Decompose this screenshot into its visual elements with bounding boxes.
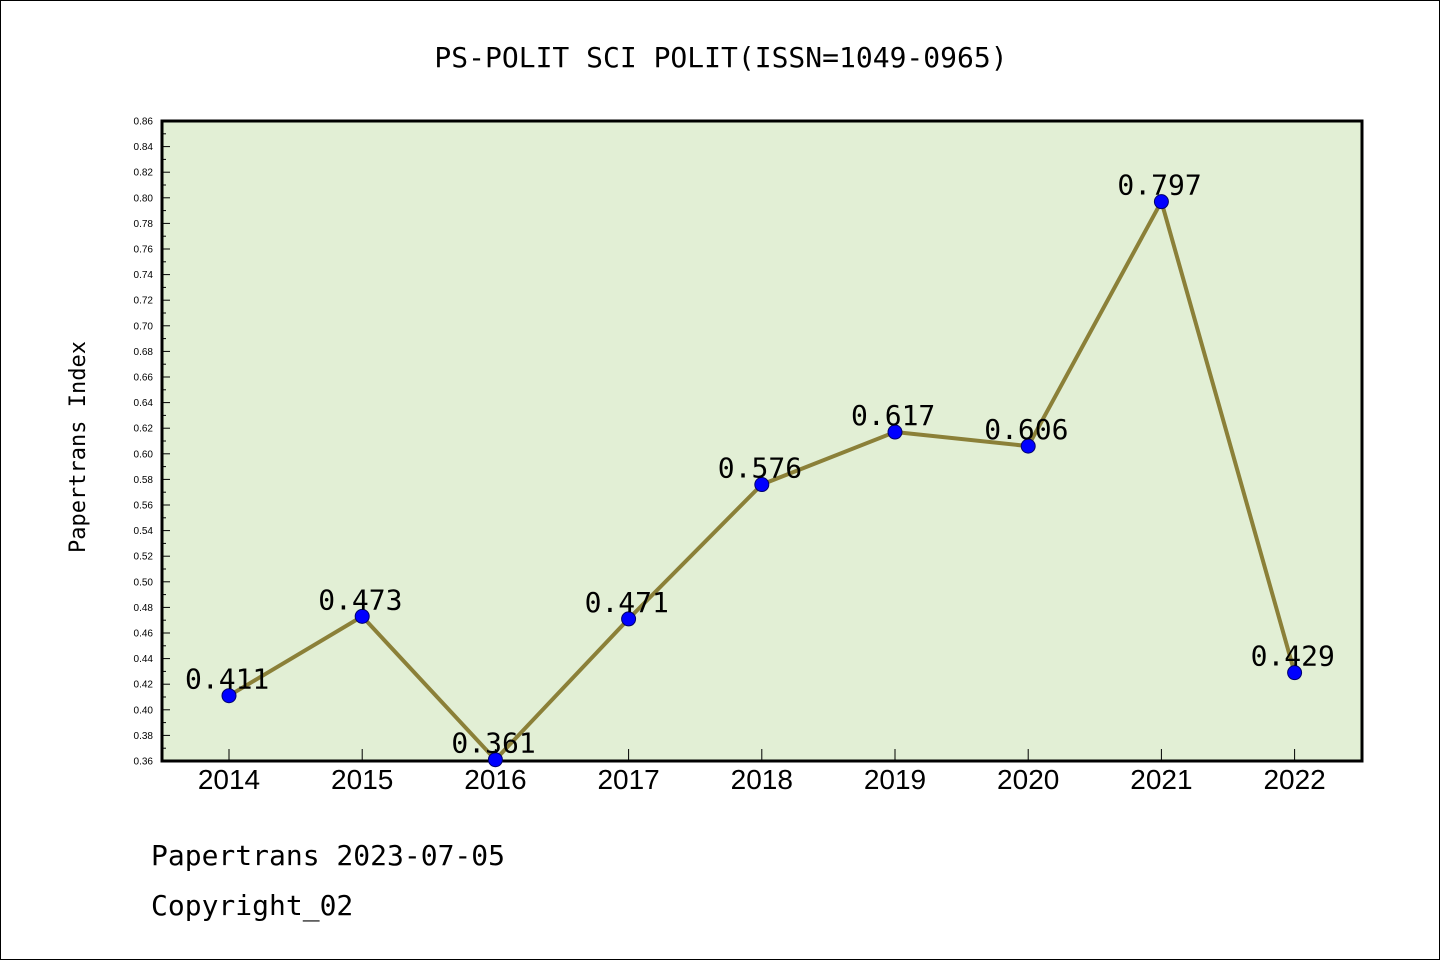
y-tick-label: 0.36: [134, 757, 154, 768]
y-tick-label: 0.66: [134, 373, 154, 384]
y-tick-label: 0.58: [134, 475, 154, 486]
y-tick-label: 0.60: [134, 449, 154, 460]
data-point: [354, 608, 370, 624]
y-tick-label: 0.62: [134, 424, 154, 435]
y-tick-label: 0.70: [134, 321, 154, 332]
y-tick-label: 0.72: [134, 296, 154, 307]
data-point: [487, 752, 503, 768]
data-point: [221, 688, 237, 704]
y-tick-label: 0.82: [134, 168, 154, 179]
data-point: [1287, 665, 1303, 681]
y-tick-label: 0.40: [134, 705, 154, 716]
data-label: 0.411: [185, 663, 269, 696]
x-tick-label: 2018: [731, 764, 793, 795]
y-tick-label: 0.50: [134, 577, 154, 588]
y-axis-ticks: 0.36 0.38 0.40 0.42 0.44 0.46 0.48 0.50 0.52 0.54…: [134, 117, 170, 768]
y-axis-label: Papertrans Index: [66, 341, 91, 553]
data-label: 0.797: [1117, 169, 1201, 202]
y-tick-label: 0.74: [134, 270, 154, 281]
data-labels-group: 0.411 0.473 0.361 0.471 0.576 0.617 0.606 0.797…: [185, 169, 1335, 760]
data-label: 0.617: [851, 399, 935, 432]
data-label: 0.429: [1251, 640, 1335, 673]
x-tick-label: 2014: [198, 764, 260, 795]
y-tick-label: 0.46: [134, 629, 154, 640]
x-tick-label: 2021: [1130, 764, 1192, 795]
y-tick-label: 0.42: [134, 680, 154, 691]
y-tick-label: 0.64: [134, 398, 154, 409]
plot-area: [160, 119, 1364, 763]
x-tick-label: 2020: [997, 764, 1059, 795]
x-tick-label: 2019: [864, 764, 926, 795]
data-label: 0.576: [718, 452, 802, 485]
y-tick-label: 0.56: [134, 501, 154, 512]
y-tick-label: 0.38: [134, 731, 154, 742]
y-tick-label: 0.52: [134, 552, 154, 563]
y-tick-label: 0.68: [134, 347, 154, 358]
x-tick-label: 2015: [331, 764, 393, 795]
data-point: [621, 611, 637, 627]
y-tick-label: 0.44: [134, 654, 154, 665]
data-points-group: [221, 194, 1303, 768]
x-axis-ticks: 2014 2015 2016 2017 2018 2019 2020 2021 2022: [198, 749, 1326, 795]
data-label: 0.471: [585, 586, 669, 619]
x-tick-label: 2022: [1263, 764, 1325, 795]
y-tick-label: 0.80: [134, 193, 154, 204]
data-label: 0.473: [318, 583, 402, 616]
x-tick-label: 2016: [464, 764, 526, 795]
x-tick-label: 2017: [597, 764, 659, 795]
data-point: [1153, 194, 1169, 210]
y-tick-label: 0.54: [134, 526, 154, 537]
y-tick-label: 0.76: [134, 245, 154, 256]
data-label: 0.606: [984, 413, 1068, 446]
chart-title: PS-POLIT SCI POLIT(ISSN=1049-0965): [434, 41, 1007, 74]
footer-date: Papertrans 2023-07-05: [151, 839, 505, 872]
data-point: [754, 477, 770, 493]
data-point: [887, 424, 903, 440]
y-tick-label: 0.86: [134, 117, 154, 128]
data-label: 0.361: [451, 727, 535, 760]
y-tick-label: 0.48: [134, 603, 154, 614]
y-tick-label: 0.78: [134, 219, 154, 230]
y-tick-label: 0.84: [134, 142, 154, 153]
data-point: [1020, 438, 1036, 454]
footer-copyright: Copyright_02: [151, 889, 353, 923]
